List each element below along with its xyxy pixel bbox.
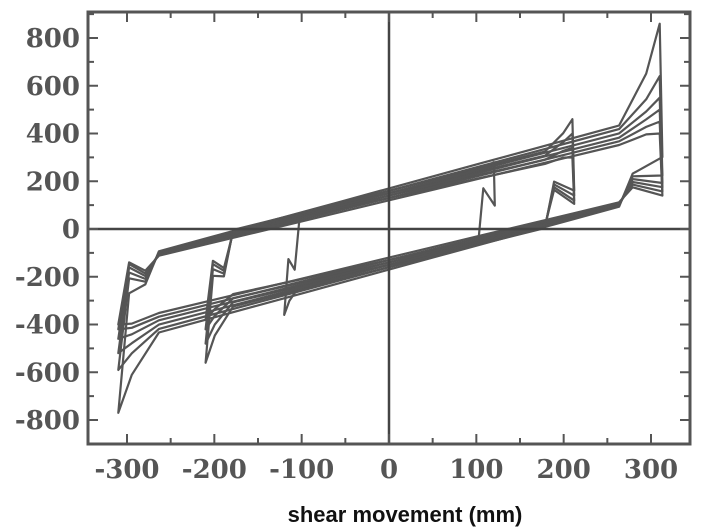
x-tick-label: -100 [269, 455, 334, 485]
y-tick-label: -800 [15, 406, 80, 436]
x-tick-label: 0 [380, 455, 398, 485]
x-axis-title: shear movement (mm) [288, 502, 523, 527]
y-tick-label: 800 [26, 24, 80, 54]
y-tick-label: 600 [26, 72, 80, 102]
y-tick-label: 200 [26, 167, 80, 197]
tick-labels: -300 -200 -100 0 100 200 300 800 600 400 200 0 -200 -… [15, 24, 678, 485]
hysteresis-loop-6 [117, 22, 664, 414]
x-tick-label: 200 [537, 455, 591, 485]
y-tick-label: -400 [15, 311, 80, 341]
y-tick-label: 400 [26, 120, 80, 150]
plot-area [117, 22, 664, 414]
hysteresis-loop-7 [117, 75, 664, 371]
x-tick-label: 300 [624, 455, 678, 485]
axes [86, 10, 692, 446]
x-tick-label: -300 [94, 455, 159, 485]
y-tick-label: -600 [15, 358, 80, 388]
hysteresis-loop-9 [117, 108, 664, 340]
y-tick-label: -200 [15, 263, 80, 293]
hysteresis-loop-10 [117, 120, 664, 331]
y-tick-label: 0 [62, 215, 80, 245]
x-tick-label: 100 [449, 455, 503, 485]
x-tick-label: -200 [182, 455, 247, 485]
hysteresis-loop-11 [117, 132, 664, 326]
